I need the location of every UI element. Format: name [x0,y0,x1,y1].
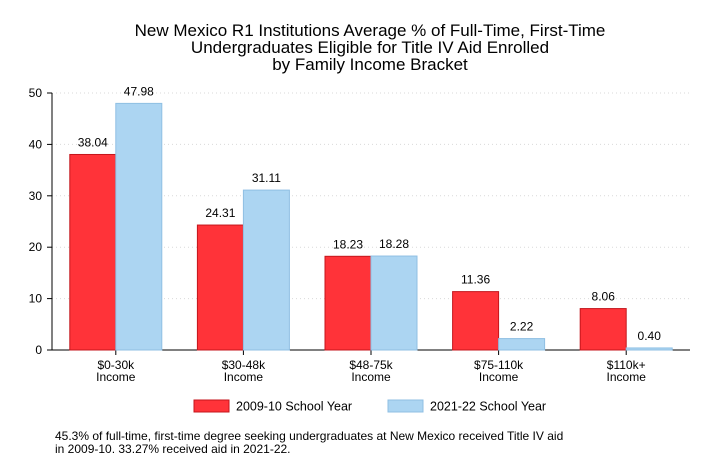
data-label-series-2-cat-1: 47.98 [124,84,154,98]
bar-series-2-cat-4 [498,338,546,351]
x-tick-label-5-line-2: Income [607,370,647,384]
y-tick-label-40: 40 [29,137,43,151]
data-label-series-1-cat-4: 11.36 [461,273,490,287]
x-tick-label-4-line-1: $75-110k [474,358,524,372]
axes: 01020304050$0-30kIncome$30-48kIncome$48-… [29,86,690,384]
chart-title: New Mexico R1 Institutions Average % of … [135,21,606,74]
x-tick-label-4-line-2: Income [479,370,519,384]
x-tick-label-3-line-2: Income [351,370,391,384]
bar-series-2-cat-3 [370,255,418,351]
bars [69,102,673,351]
data-label-series-2-cat-2: 31.11 [252,171,281,185]
data-label-series-1-cat-5: 8.06 [592,290,616,304]
legend-swatch-1 [193,399,230,413]
bar-series-1-cat-3 [324,255,372,351]
bar-series-2-cat-5 [625,347,673,351]
x-tick-label-5-line-1: $110k+ [607,358,646,372]
x-tick-label-2-line-2: Income [224,370,264,384]
chart-title-line-3: by Family Income Bracket [272,55,468,74]
data-label-series-1-cat-1: 38.04 [78,135,108,149]
bar-series-1-cat-1 [69,153,117,351]
chart-title-line-2: Undergraduates Eligible for Title IV Aid… [191,38,549,57]
data-label-series-2-cat-4: 2.22 [510,320,534,334]
data-label-series-1-cat-2: 24.31 [205,206,235,220]
x-tick-label-3-line-1: $48-75k [349,358,393,372]
legend-swatch-2 [387,399,424,413]
bar-series-2-cat-2 [242,189,290,351]
footnote: 45.3% of full-time, first-time degree se… [55,430,695,456]
data-labels: 38.04 47.98 24.31 31.11 18.23 18.28 11.36 2.22 8… [78,84,661,343]
y-tick-label-50: 50 [29,86,43,100]
footnote-line-2: in 2009-10. 33.27% received aid in 2021-… [55,442,291,456]
y-tick-label-10: 10 [29,292,43,306]
footnote-line-1: 45.3% of full-time, first-time degree se… [55,429,564,443]
data-label-series-2-cat-3: 18.28 [379,237,409,251]
data-label-series-1-cat-3: 18.23 [333,237,363,251]
bar-series-2-cat-1 [115,102,163,351]
y-tick-label-20: 20 [29,240,43,254]
x-tick-label-1-line-1: $0-30k [97,358,135,372]
x-tick-label-1-line-2: Income [96,370,136,384]
legend: 2009-10 School Year 2021-22 School Year [193,399,546,414]
legend-label-1: 2009-10 School Year [236,400,352,414]
bar-series-1-cat-4 [452,291,500,351]
bar-series-1-cat-2 [196,224,244,351]
data-label-series-2-cat-5: 0.40 [638,329,662,343]
chart-title-line-1: New Mexico R1 Institutions Average % of … [135,21,606,40]
x-tick-label-2-line-1: $30-48k [222,358,266,372]
y-tick-label-30: 30 [29,189,43,203]
bar-series-1-cat-5 [579,308,627,351]
legend-label-2: 2021-22 School Year [430,400,546,414]
y-tick-label-0: 0 [35,343,42,357]
